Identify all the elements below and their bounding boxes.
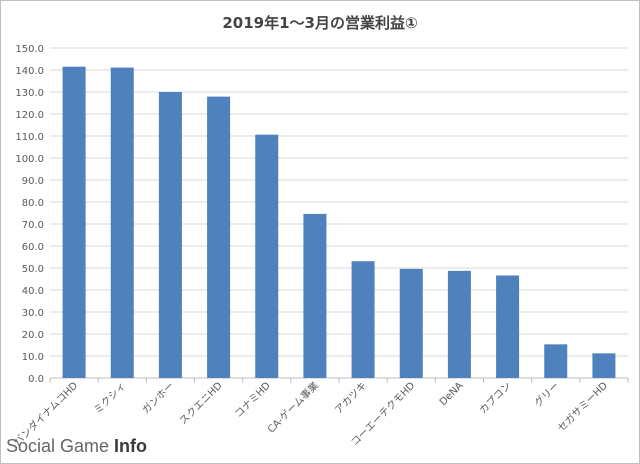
watermark-text: Social Game <box>6 436 115 456</box>
bar <box>496 275 520 378</box>
bar <box>62 66 86 378</box>
y-tick-label: 20.0 <box>22 330 44 341</box>
y-tick-label: 50.0 <box>22 264 44 275</box>
y-tick-label: 130.0 <box>15 88 44 99</box>
bar <box>592 353 616 378</box>
y-axis: 0.0 10.0 20.0 30.0 40.0 50.0 60.0 70.0 80.0 90.0 1… <box>15 44 628 385</box>
bar <box>544 344 568 378</box>
bar <box>303 213 327 378</box>
y-tick-label: 70.0 <box>22 220 44 231</box>
bar <box>158 92 182 378</box>
bar <box>207 96 231 379</box>
y-tick-label: 110.0 <box>15 132 44 143</box>
bar <box>447 270 471 378</box>
watermark-accent: Info <box>114 436 148 456</box>
x-tick-label: カプコン <box>477 380 514 417</box>
x-tick-label: DeNA <box>438 380 466 408</box>
y-tick-label: 140.0 <box>15 66 44 77</box>
y-tick-label: 10.0 <box>22 352 44 363</box>
x-tick-label: セガサミーHD <box>555 379 610 434</box>
x-tick-label: コナミHD <box>232 379 273 420</box>
chart-title: 2019年1～3月の営業利益① <box>222 14 418 32</box>
y-tick-label: 30.0 <box>22 308 44 319</box>
y-tick-label: 0.0 <box>28 374 44 385</box>
bar <box>110 67 134 378</box>
x-tick-label: アカツキ <box>332 380 369 417</box>
y-tick-label: 150.0 <box>15 44 44 55</box>
y-tick-label: 100.0 <box>15 154 44 165</box>
bar <box>351 261 375 378</box>
y-tick-label: 80.0 <box>22 198 44 209</box>
bar <box>255 134 279 378</box>
bars <box>62 66 616 379</box>
x-tick-label: CA-ゲーム事業 <box>265 379 322 436</box>
x-tick-label: グリー <box>531 379 561 409</box>
watermark-logo: Social Game Info <box>6 436 147 457</box>
y-tick-label: 60.0 <box>22 242 44 253</box>
y-tick-label: 40.0 <box>22 286 44 297</box>
y-tick-label: 120.0 <box>15 110 44 121</box>
x-tick-label: ミクシィ <box>92 380 129 417</box>
y-tick-label: 90.0 <box>22 176 44 187</box>
x-tick-label: スクエニHD <box>177 379 225 427</box>
bar <box>399 268 423 378</box>
gridlines <box>50 47 628 379</box>
x-tick-label: ガンホー <box>140 380 177 417</box>
